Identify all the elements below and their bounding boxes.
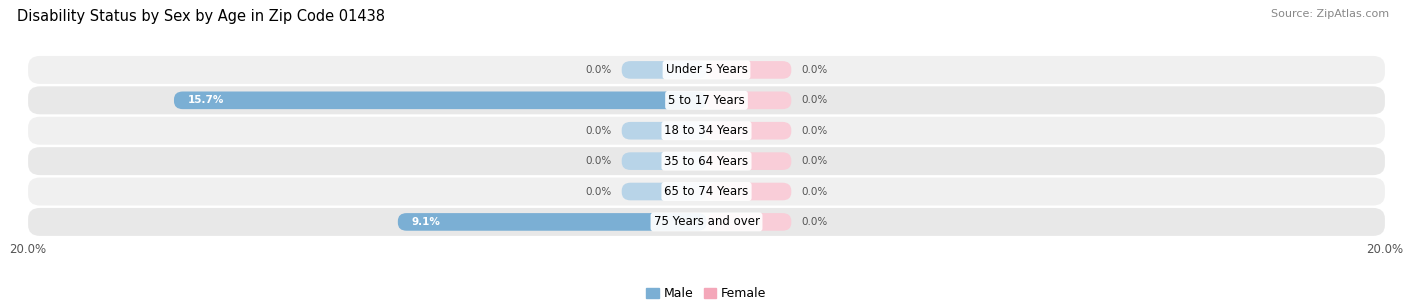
FancyBboxPatch shape: [707, 122, 792, 140]
FancyBboxPatch shape: [621, 122, 707, 140]
Text: 9.1%: 9.1%: [412, 217, 440, 227]
FancyBboxPatch shape: [707, 92, 792, 109]
FancyBboxPatch shape: [621, 152, 707, 170]
Text: 0.0%: 0.0%: [801, 156, 828, 166]
FancyBboxPatch shape: [621, 183, 707, 200]
FancyBboxPatch shape: [707, 61, 792, 79]
FancyBboxPatch shape: [28, 208, 1385, 236]
FancyBboxPatch shape: [398, 213, 707, 231]
Text: 5 to 17 Years: 5 to 17 Years: [668, 94, 745, 107]
FancyBboxPatch shape: [707, 152, 792, 170]
FancyBboxPatch shape: [28, 117, 1385, 145]
Text: 0.0%: 0.0%: [585, 65, 612, 75]
Text: 15.7%: 15.7%: [187, 95, 224, 105]
Text: 0.0%: 0.0%: [801, 217, 828, 227]
FancyBboxPatch shape: [28, 56, 1385, 84]
FancyBboxPatch shape: [28, 178, 1385, 206]
Text: 0.0%: 0.0%: [585, 187, 612, 196]
FancyBboxPatch shape: [621, 61, 707, 79]
FancyBboxPatch shape: [28, 147, 1385, 175]
Text: 65 to 74 Years: 65 to 74 Years: [665, 185, 748, 198]
Text: Source: ZipAtlas.com: Source: ZipAtlas.com: [1271, 9, 1389, 19]
Text: Under 5 Years: Under 5 Years: [665, 64, 748, 76]
Text: 0.0%: 0.0%: [801, 126, 828, 136]
Text: 0.0%: 0.0%: [801, 187, 828, 196]
Text: 0.0%: 0.0%: [585, 156, 612, 166]
Legend: Male, Female: Male, Female: [647, 287, 766, 300]
Text: 0.0%: 0.0%: [585, 126, 612, 136]
Text: 18 to 34 Years: 18 to 34 Years: [665, 124, 748, 137]
FancyBboxPatch shape: [174, 92, 707, 109]
Text: Disability Status by Sex by Age in Zip Code 01438: Disability Status by Sex by Age in Zip C…: [17, 9, 385, 24]
FancyBboxPatch shape: [28, 86, 1385, 114]
Text: 0.0%: 0.0%: [801, 65, 828, 75]
FancyBboxPatch shape: [707, 183, 792, 200]
Text: 35 to 64 Years: 35 to 64 Years: [665, 155, 748, 168]
Text: 0.0%: 0.0%: [801, 95, 828, 105]
FancyBboxPatch shape: [707, 213, 792, 231]
Text: 75 Years and over: 75 Years and over: [654, 216, 759, 228]
